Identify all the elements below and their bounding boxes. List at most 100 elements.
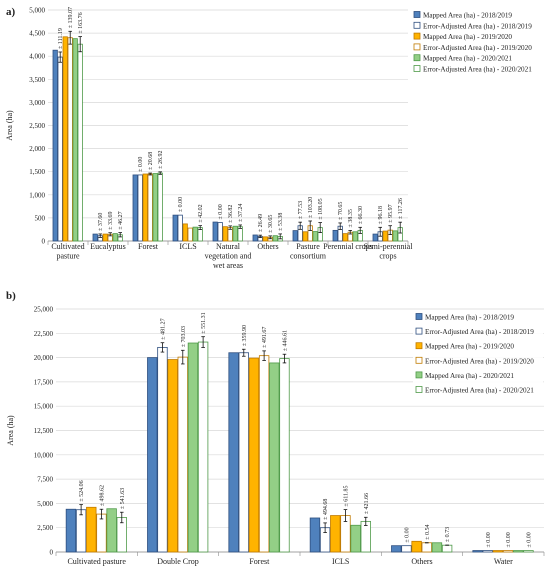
bar [228, 352, 239, 553]
data-label: ± 491.67 [262, 327, 268, 348]
x-tick-label: pasture [56, 252, 80, 261]
bar [92, 233, 98, 242]
bar [441, 544, 453, 553]
legend-label: Mapped Area (ha) - 2018/2019 [423, 12, 512, 20]
data-label: ± 0.00 [526, 532, 532, 547]
bar [237, 226, 243, 242]
legend-label: Error-Adjusted Area (ha) - 2018/2019 [423, 22, 532, 30]
bar [269, 362, 280, 553]
bar [167, 359, 178, 553]
bar [391, 545, 402, 553]
y-tick-label: 2,500 [29, 122, 45, 130]
data-label: ± 0.00 [218, 204, 224, 219]
data-label: ± 38.35 [348, 209, 354, 227]
legend-swatch [415, 386, 423, 393]
data-label: ± 111.19 [58, 28, 64, 49]
legend-label: Mapped Area (ha) - 2019/2020 [425, 343, 514, 351]
x-tick-label: ICLS [332, 557, 349, 566]
legend-label: Error-Adjusted Area (ha) - 2020/2021 [425, 387, 534, 395]
data-label: ± 37.24 [238, 204, 244, 222]
bar [67, 37, 73, 242]
data-label: ± 0.00 [138, 157, 144, 172]
data-label: ± 0.00 [506, 532, 512, 547]
data-label: ± 37.60 [98, 213, 104, 231]
x-tick-label: consortium [290, 252, 327, 261]
y-tick-label: 20,000 [34, 354, 54, 362]
legend-swatch [413, 32, 421, 40]
data-label: ± 551.31 [201, 312, 207, 333]
legend-background [413, 310, 543, 402]
bar [292, 230, 298, 242]
x-tick-label: vegetation and [205, 252, 252, 261]
chart-panel-a: 0 500 1,000 1,500 2,000 2,500 3,000 3,500 4,000 4… [5, 7, 543, 270]
y-tick-label: 15,000 [34, 403, 54, 411]
bar [96, 513, 107, 553]
data-label: ± 36.82 [228, 205, 234, 223]
legend-swatch [415, 342, 423, 350]
y-axis-label: Area (ha) [5, 110, 14, 141]
legend-label: Error-Adjusted Area (ha) - 2019/2020 [425, 357, 534, 365]
x-tick-label: Water [494, 557, 513, 566]
bar [157, 346, 168, 553]
data-label: ± 139.07 [68, 7, 74, 28]
bar [258, 355, 270, 553]
bar [279, 358, 290, 553]
x-tick-label: Forest [249, 557, 270, 566]
bar [72, 38, 78, 242]
x-tick-label: Cultivated pasture [67, 557, 126, 566]
legend-label: Mapped Area (ha) - 2019/2020 [423, 33, 512, 41]
bar [177, 214, 183, 242]
bar [65, 508, 77, 553]
legend-swatch [413, 65, 421, 72]
data-label: ± 703.03 [181, 326, 187, 347]
bar [272, 235, 278, 242]
data-label: ± 494.68 [323, 499, 329, 520]
bar [382, 230, 388, 242]
bar [248, 357, 260, 553]
y-axis-label: Area (ha) [6, 415, 15, 446]
y-tick-label: 0 [50, 549, 54, 557]
bar [360, 520, 371, 553]
data-label: ± 0.54 [425, 524, 431, 539]
data-label: ± 481.27 [160, 318, 166, 339]
bar [142, 173, 148, 242]
y-tick-label: 500 [35, 214, 46, 222]
legend-swatch [415, 371, 423, 379]
legend-label: Mapped Area (ha) - 2020/2021 [425, 372, 514, 380]
bar [352, 231, 358, 242]
bar [252, 234, 258, 242]
data-label: ± 103.20 [308, 197, 314, 218]
y-tick-label: 4,500 [29, 30, 45, 38]
bar [309, 517, 321, 553]
bar [332, 229, 338, 242]
legend-swatch [415, 356, 423, 364]
x-tick-label: Natural [216, 242, 241, 251]
bar [392, 230, 398, 242]
legend-background [411, 8, 543, 77]
bar [57, 56, 63, 242]
legend-swatch [413, 54, 421, 62]
x-tick-label: Double Crop [157, 557, 199, 566]
bar [342, 233, 348, 242]
bar [112, 233, 118, 242]
y-tick-label: 22,500 [34, 330, 54, 338]
legend-label: Error-Adjusted Area (ha) - 2019/2020 [423, 44, 532, 52]
data-label: ± 96.18 [378, 206, 384, 224]
data-label: ± 108.05 [318, 198, 324, 219]
bar [197, 341, 209, 553]
data-label: ± 66.30 [358, 206, 364, 224]
x-tick-label: Perennial crops [323, 242, 373, 251]
legend-swatch [415, 313, 423, 320]
bar [62, 36, 68, 242]
x-tick-label: ICLS [179, 242, 196, 251]
bar [157, 172, 163, 242]
data-label: ± 70.65 [338, 202, 344, 220]
bar [212, 221, 218, 242]
x-tick-label: Forest [138, 242, 159, 251]
data-label: ± 0.00 [178, 197, 184, 212]
data-label: ± 421.66 [364, 493, 370, 514]
y-tick-label: 0 [42, 238, 46, 246]
bar [182, 223, 188, 242]
bar [172, 214, 178, 242]
legend-swatch [413, 21, 421, 29]
